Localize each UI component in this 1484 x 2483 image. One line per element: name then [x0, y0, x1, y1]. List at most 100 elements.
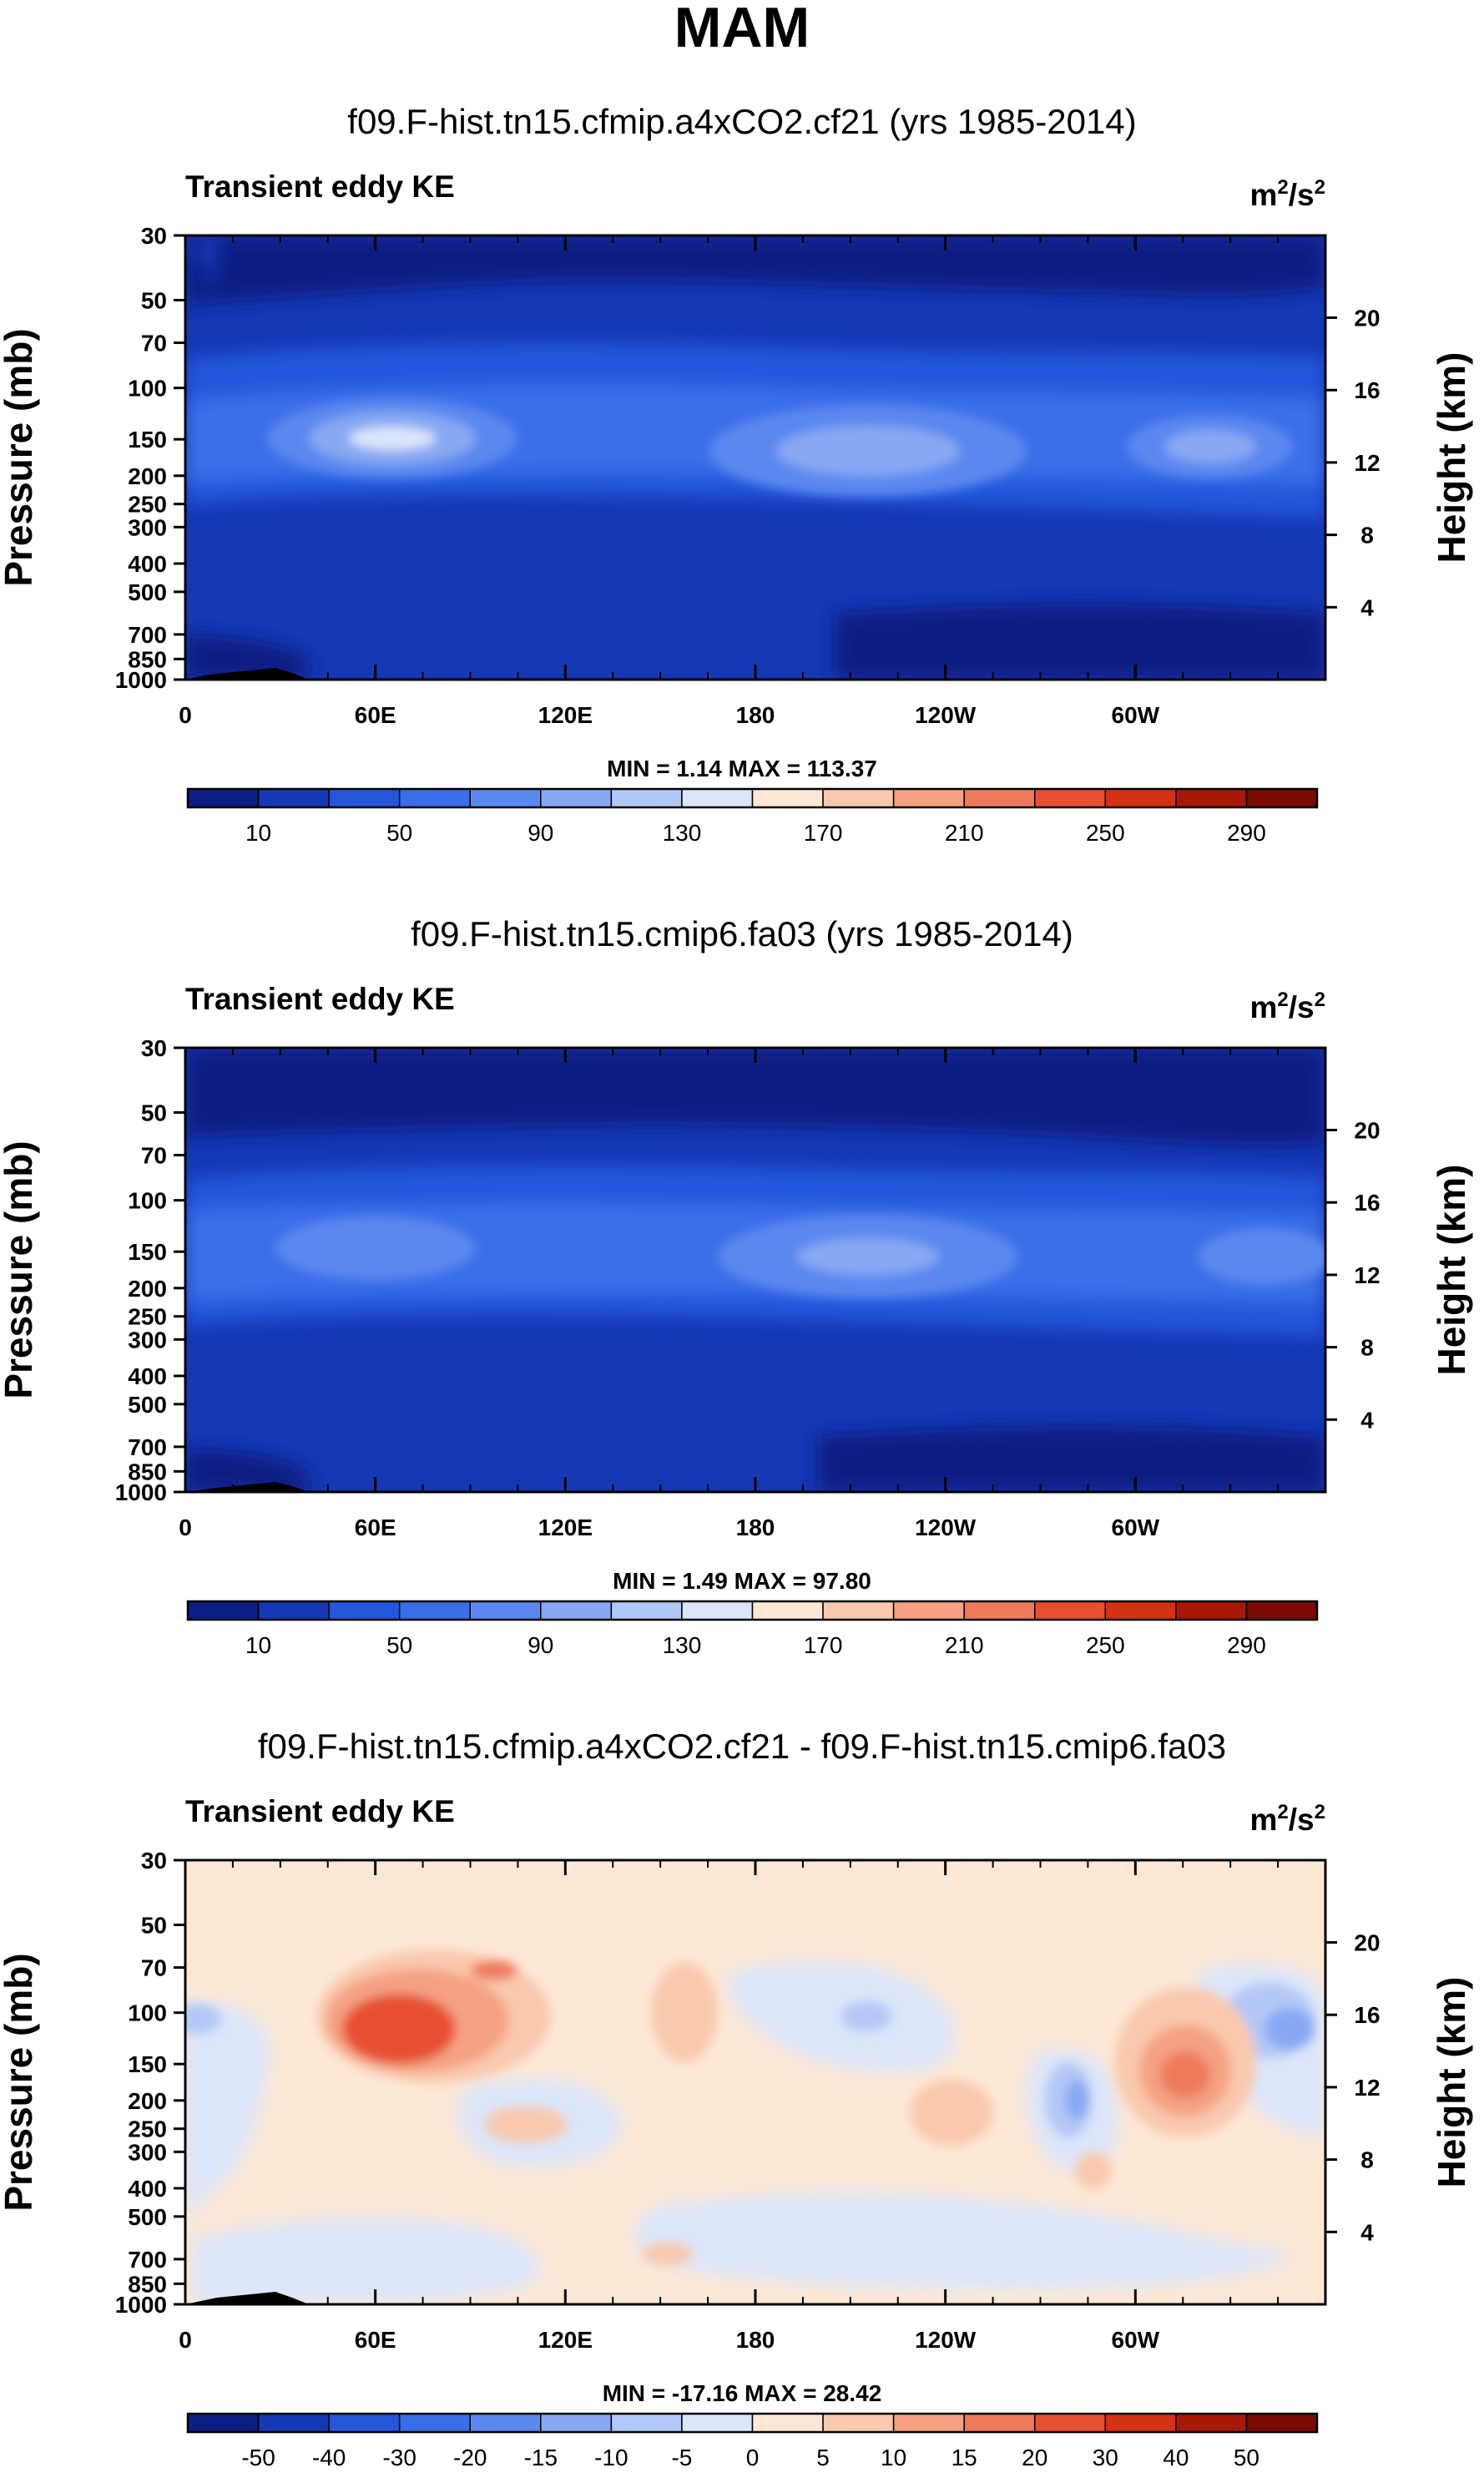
pressure-tick-label: 30 — [141, 1848, 167, 1874]
panel-3-pos-west-15 — [471, 1960, 517, 1980]
longitude-tick-label: 120W — [915, 1515, 977, 1540]
colorbar-swatch — [1104, 788, 1177, 808]
pressure-tick-label: 850 — [128, 2271, 167, 2297]
panel-2-title: f09.F-hist.tn15.cmip6.fa03 (yrs 1985-201… — [411, 914, 1073, 953]
panel-2-field — [185, 1048, 1325, 1492]
longitude-tick-label: 60E — [355, 702, 396, 728]
pressure-tick-label: 250 — [128, 2116, 167, 2142]
panel-1-surface-low-east — [835, 604, 1325, 680]
pressure-tick-label: 700 — [128, 1434, 167, 1460]
colorbar-swatch — [610, 1601, 683, 1621]
panel-1: f09.F-hist.tn15.cfmip.a4xCO2.cf21 (yrs 1… — [0, 102, 1473, 846]
pressure-tick-label: 150 — [128, 427, 167, 453]
pressure-tick-label: 250 — [128, 492, 167, 518]
height-tick-label: 16 — [1354, 377, 1380, 403]
longitude-tick-label: 60W — [1112, 2327, 1160, 2353]
panel-1-title: f09.F-hist.tn15.cfmip.a4xCO2.cf21 (yrs 1… — [347, 102, 1136, 141]
panel-1-min-max: MIN = 1.14 MAX = 113.37 — [607, 756, 877, 781]
longitude-tick-label: 180 — [736, 702, 775, 728]
colorbar-swatch — [469, 2413, 542, 2433]
panel-3-pos-east-15 — [1160, 2051, 1210, 2098]
colorbar-label: 90 — [527, 820, 553, 846]
panel-1-upper-notch — [185, 235, 219, 301]
colorbar-label: 30 — [1093, 2445, 1118, 2470]
colorbar-swatch — [540, 1601, 613, 1621]
panel-2-contour-w-90 — [275, 1216, 476, 1280]
panel-3-min-max: MIN = -17.16 MAX = 28.42 — [603, 2380, 882, 2406]
height-tick-label: 16 — [1354, 2002, 1380, 2028]
colorbar-swatch — [1175, 788, 1248, 808]
panel-1-height-ticks: 20 16 12 8 4 — [1325, 306, 1381, 620]
colorbar-label: 10 — [881, 2445, 906, 2470]
colorbar-label: 10 — [245, 1632, 271, 1658]
pressure-tick-label: 100 — [128, 2000, 167, 2026]
pressure-tick-label: 30 — [141, 223, 167, 249]
panel-2-surface-low-west — [185, 1449, 309, 1492]
panel-3-units: m2/s2 — [1250, 1801, 1325, 1837]
colorbar-label: 10 — [245, 820, 271, 846]
colorbar-swatch — [187, 1601, 260, 1621]
colorbar-label: 50 — [1234, 2445, 1259, 2470]
colorbar-frame — [186, 1600, 1319, 1621]
colorbar-label: -5 — [671, 2445, 692, 2470]
colorbar-swatch — [751, 788, 824, 808]
colorbar-swatch — [257, 2413, 330, 2433]
colorbar-swatch — [469, 1601, 542, 1621]
colorbar-swatch — [257, 788, 330, 808]
pressure-tick-label: 200 — [128, 1276, 167, 1302]
panel-1-ylabel-right: Height (km) — [1430, 352, 1473, 564]
colorbar-label: 50 — [386, 1632, 412, 1658]
panel-1-topography — [185, 668, 309, 680]
pressure-tick-label: 500 — [128, 2204, 167, 2230]
pressure-tick-label: 150 — [128, 2051, 167, 2077]
colorbar-label: 5 — [816, 2445, 830, 2470]
longitude-tick-label: 180 — [736, 1515, 775, 1540]
colorbar-swatch — [187, 2413, 260, 2433]
height-tick-label: 20 — [1354, 1930, 1380, 1956]
panel-3-pos-lower — [643, 2243, 693, 2266]
panel-3-pos-central — [910, 2079, 993, 2146]
height-tick-label: 12 — [1354, 450, 1380, 476]
pressure-tick-label: 1000 — [115, 2292, 167, 2318]
longitude-tick-label: 120E — [538, 1515, 593, 1540]
colorbar-swatch — [187, 788, 260, 808]
panel-3-neg-lower-central — [634, 2192, 1294, 2289]
panel-3-neg-far-east-10 — [1264, 2008, 1315, 2050]
colorbar-swatch — [892, 1601, 965, 1621]
pressure-tick-label: 1000 — [115, 667, 167, 693]
colorbar-swatch — [822, 2413, 895, 2433]
colorbar-label: 250 — [1086, 820, 1125, 846]
panel-2-min-max: MIN = 1.49 MAX = 97.80 — [613, 1568, 871, 1594]
pressure-tick-label: 70 — [141, 331, 167, 357]
pressure-tick-label: 500 — [128, 579, 167, 605]
pressure-tick-label: 50 — [141, 1100, 167, 1126]
pressure-tick-label: 100 — [128, 1188, 167, 1214]
colorbar-label: 40 — [1163, 2445, 1189, 2470]
colorbar-swatch — [328, 2413, 401, 2433]
colorbar-label: 170 — [804, 1632, 843, 1658]
panel-3-colorbar: -50 -40 -30 -20 -15 -10 -5 0 5 10 15 20 30 40 50 — [186, 2412, 1319, 2470]
pressure-tick-label: 500 — [128, 1392, 167, 1418]
pressure-tick-label: 700 — [128, 2247, 167, 2273]
panel-3-neg-central-5 — [841, 2001, 891, 2031]
colorbar-swatch — [398, 2413, 471, 2433]
panel-3: f09.F-hist.tn15.cfmip.a4xCO2.cf21 - f09.… — [0, 1727, 1473, 2470]
panel-2-upper-low-band — [185, 1048, 1325, 1145]
height-tick-label: 12 — [1354, 1262, 1380, 1288]
colorbar-swatch — [1175, 1601, 1248, 1621]
colorbar-swatch — [822, 1601, 895, 1621]
colorbar-swatch — [398, 788, 471, 808]
colorbar-swatch — [328, 788, 401, 808]
height-tick-label: 20 — [1354, 1118, 1380, 1144]
colorbar-label: -30 — [382, 2445, 416, 2470]
panel-3-height-ticks: 20 16 12 8 4 — [1325, 1930, 1381, 2245]
pressure-tick-label: 150 — [128, 1239, 167, 1265]
panel-2-colorbar: 10 50 90 130 170 210 250 290 — [186, 1600, 1319, 1658]
longitude-tick-label: 60E — [355, 2327, 396, 2353]
colorbar-label: 210 — [945, 820, 984, 846]
panel-2-ylabel-left: Pressure (mb) — [0, 1140, 40, 1398]
panel-2-height-ticks: 20 16 12 8 4 — [1325, 1118, 1381, 1433]
panel-2-ylabel-right: Height (km) — [1430, 1165, 1473, 1376]
panel-1-variable: Transient eddy KE — [185, 169, 455, 204]
longitude-tick-label: 120W — [915, 702, 977, 728]
